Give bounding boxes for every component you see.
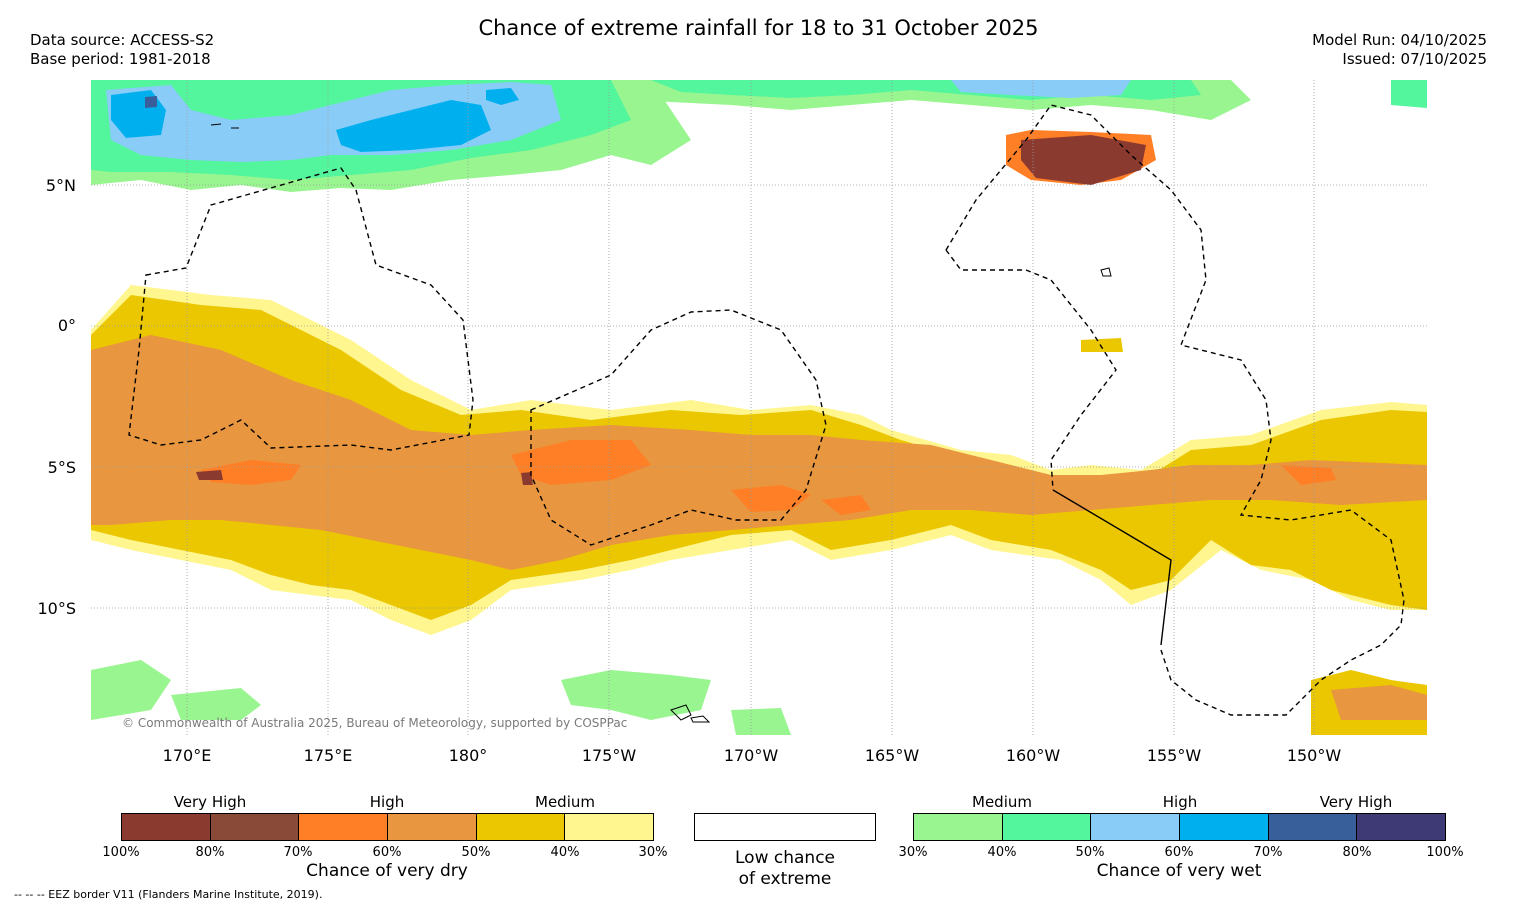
dry-swatch xyxy=(122,814,211,840)
low-chance-swatch xyxy=(694,813,876,841)
dry-tick: 60% xyxy=(372,845,402,860)
lon-label-160w: 160°W xyxy=(1005,746,1061,765)
map-title: Chance of extreme rainfall for 18 to 31 … xyxy=(478,16,1039,40)
lon-label-175w: 175°W xyxy=(581,746,637,765)
eez-solid-border xyxy=(1052,489,1172,646)
islands xyxy=(210,123,1112,723)
dry-swatch xyxy=(565,814,654,840)
wet-level-medium: Medium xyxy=(972,793,1032,811)
dry-tick: 40% xyxy=(550,845,580,860)
rainfall-map xyxy=(91,80,1427,735)
lon-label-180: 180° xyxy=(448,746,488,765)
lon-label-175e: 175°E xyxy=(303,746,353,765)
wet-tick: 60% xyxy=(1164,845,1194,860)
wet-level-high: High xyxy=(1162,793,1198,811)
lat-label-5n: 5°N xyxy=(45,176,76,195)
issued-date: Issued: 07/10/2025 xyxy=(1342,50,1487,68)
wet-regions xyxy=(91,80,1427,735)
lat-label-10s: 10°S xyxy=(37,599,76,618)
wet-swatch xyxy=(1268,814,1358,840)
wet-swatch xyxy=(914,814,1003,840)
dry-caption: Chance of very dry xyxy=(306,861,468,881)
dry-tick: 100% xyxy=(102,845,140,860)
wet-tick: 40% xyxy=(987,845,1017,860)
dry-colorbar xyxy=(121,813,654,841)
dry-regions xyxy=(91,130,1427,735)
dry-swatch xyxy=(388,814,477,840)
base-period: Base period: 1981-2018 xyxy=(30,50,211,68)
wet-caption: Chance of very wet xyxy=(1096,861,1262,881)
dry-tick: 80% xyxy=(195,845,225,860)
data-source: Data source: ACCESS-S2 xyxy=(30,31,215,49)
low-chance-caption-2: of extreme xyxy=(738,869,832,889)
lon-label-170e: 170°E xyxy=(162,746,212,765)
run-info: Model Run: 04/10/2025 Issued: 07/10/2025 xyxy=(1312,31,1487,69)
wet-tick: 50% xyxy=(1075,845,1105,860)
lat-label-0: 0° xyxy=(57,316,76,335)
wet-tick: 80% xyxy=(1342,845,1372,860)
gridlines xyxy=(91,80,1427,735)
wet-tick: 70% xyxy=(1253,845,1283,860)
low-chance-caption-1: Low chance xyxy=(735,848,835,868)
wet-tick: 100% xyxy=(1426,845,1464,860)
dry-level-high: High xyxy=(369,793,405,811)
lon-label-170w: 170°W xyxy=(723,746,779,765)
dry-level-very-high: Very High xyxy=(173,793,247,811)
lon-label-150w: 150°W xyxy=(1286,746,1342,765)
dry-tick: 30% xyxy=(638,845,668,860)
wet-level-very-high: Very High xyxy=(1319,793,1393,811)
lon-label-165w: 165°W xyxy=(864,746,920,765)
wet-colorbar xyxy=(913,813,1446,841)
copyright-notice: © Commonwealth of Australia 2025, Bureau… xyxy=(122,716,628,730)
dry-swatch xyxy=(210,814,300,840)
wet-swatch xyxy=(1002,814,1092,840)
wet-swatch xyxy=(1180,814,1269,840)
lat-label-5s: 5°S xyxy=(47,458,76,477)
dry-tick: 70% xyxy=(283,845,313,860)
dry-level-medium: Medium xyxy=(535,793,595,811)
dry-swatch xyxy=(476,814,566,840)
wet-tick: 30% xyxy=(898,845,928,860)
lon-label-155w: 155°W xyxy=(1146,746,1202,765)
eez-note: -- -- -- EEZ border V11 (Flanders Marine… xyxy=(14,888,323,901)
model-run: Model Run: 04/10/2025 xyxy=(1312,31,1487,49)
dry-swatch xyxy=(299,814,389,840)
eez-borders xyxy=(128,104,1405,716)
data-source-info: Data source: ACCESS-S2 Base period: 1981… xyxy=(30,31,214,69)
wet-swatch xyxy=(1091,814,1181,840)
wet-swatch xyxy=(1357,814,1446,840)
dry-tick: 50% xyxy=(461,845,491,860)
